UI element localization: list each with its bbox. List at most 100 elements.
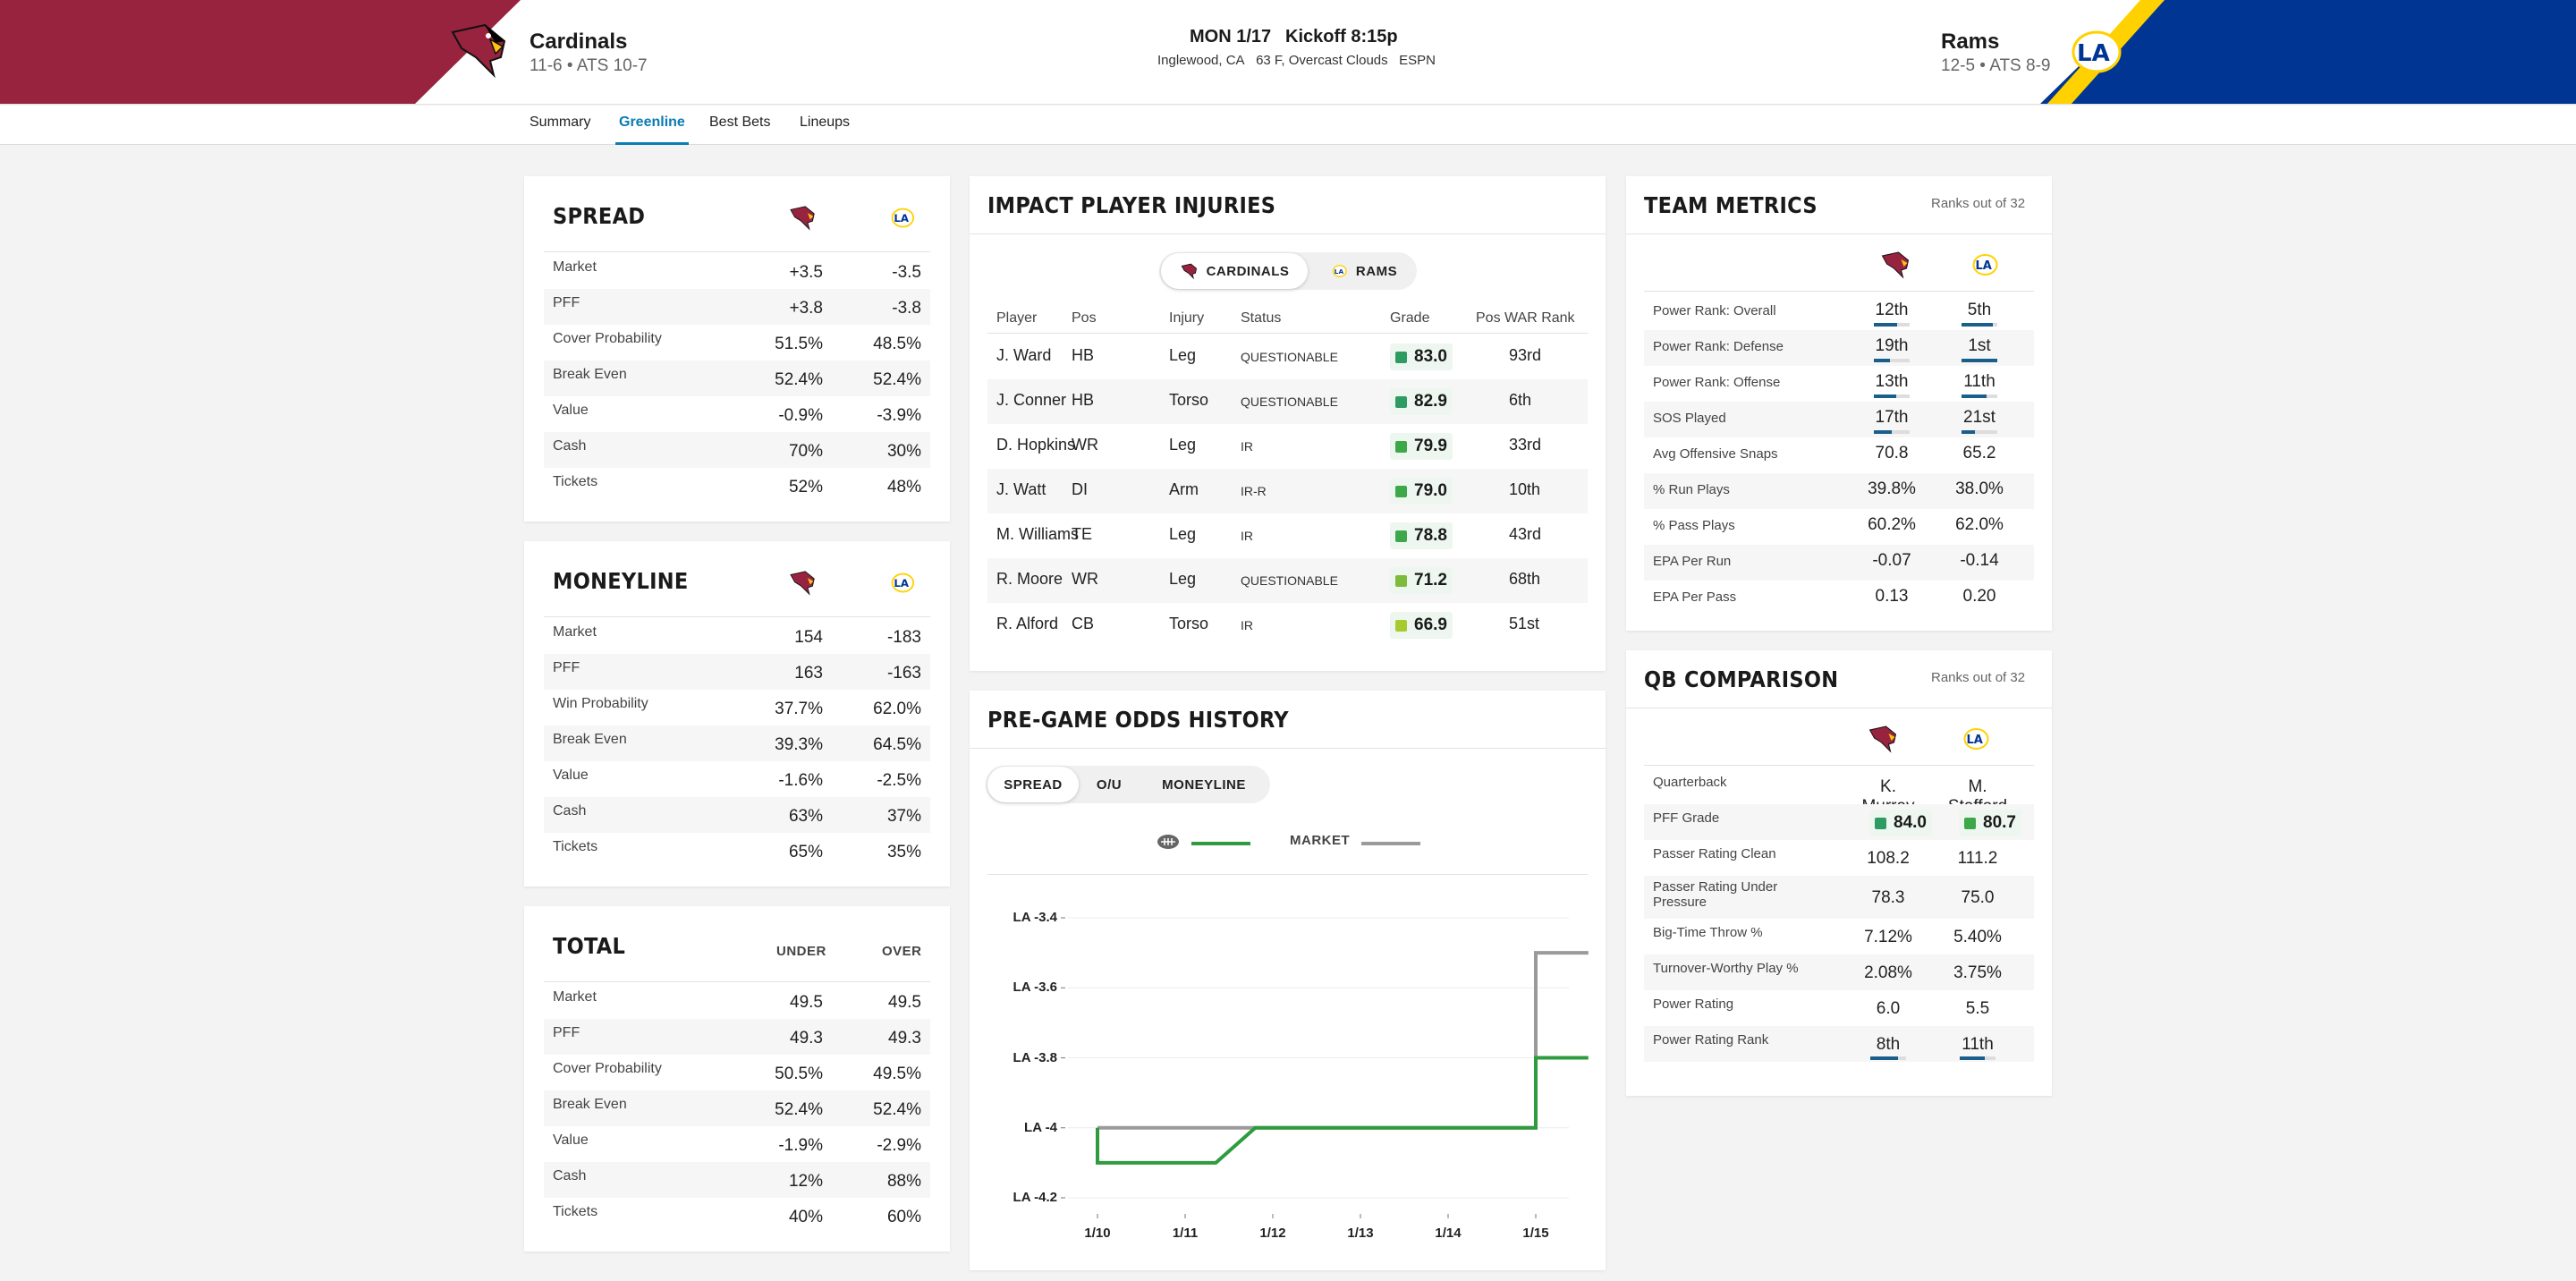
metric-home-value: 38.0%	[1955, 479, 2004, 498]
total-away-value: 49.3	[790, 1029, 823, 1048]
moneyline-row: Tickets 65% 35%	[544, 833, 930, 869]
game-header: Cardinals 11-6 • ATS 10-7 MON 1/17 Kicko…	[0, 0, 2576, 105]
divider	[1644, 765, 2034, 766]
spread-card: SPREAD LA Market +3.5 -3.5 PFF +3.8 -3.8 Cover P…	[524, 176, 950, 522]
grade-swatch	[1964, 817, 1976, 829]
metric-row: EPA Per Run -0.07 -0.14	[1644, 545, 2034, 581]
injury-pos: WR	[1072, 436, 1098, 454]
injury-status: QUESTIONABLE	[1241, 394, 1338, 409]
cardinals-logo-icon	[1868, 725, 1897, 753]
injury-row: R. Moore WR Leg QUESTIONABLE 71.2 68th	[987, 558, 1588, 603]
injury-row: J. Watt DI Arm IR-R 79.0 10th	[987, 469, 1588, 513]
toggle-rams[interactable]: LA RAMS	[1311, 253, 1415, 289]
moneyline-row: Cash 63% 37%	[544, 797, 930, 833]
injury-col-header: Player	[996, 310, 1038, 326]
tab-greenline[interactable]: Greenline	[615, 115, 689, 145]
moneyline-row-label: Value	[553, 768, 589, 783]
injury-pos: CB	[1072, 615, 1095, 632]
cardinals-logo-icon	[451, 23, 506, 79]
total-row-label: Cover Probability	[553, 1061, 662, 1076]
svg-text:LA: LA	[1976, 259, 1992, 273]
injury-player: J. Ward	[996, 346, 1052, 364]
away-team-name: Cardinals	[530, 30, 628, 54]
moneyline-title: MONEYLINE	[553, 568, 689, 594]
qb-row: PFF Grade 84.0 80.7	[1644, 804, 2034, 840]
divider	[1644, 291, 2034, 292]
x-tick-label: 1/10	[1084, 1226, 1111, 1241]
spread-away-value: +3.8	[789, 299, 823, 318]
injury-row: M. Williams TE Leg IR 78.8 43rd	[987, 513, 1588, 558]
total-row-label: Cash	[553, 1168, 587, 1183]
injury-type: Leg	[1169, 346, 1197, 364]
moneyline-away-value: 63%	[788, 807, 823, 826]
injury-row: J. Conner HB Torso QUESTIONABLE 82.9 6th	[987, 379, 1588, 424]
total-away-value: 12%	[788, 1172, 823, 1191]
moneyline-home-value: 62.0%	[873, 700, 921, 718]
total-away-value: 49.5	[790, 993, 823, 1012]
pff-series-line	[1096, 1056, 1589, 1165]
total-row: Cover Probability 50.5% 49.5%	[544, 1055, 930, 1090]
rams-logo-icon: LA	[2072, 30, 2122, 73]
x-tick-label: 1/15	[1522, 1226, 1549, 1241]
injury-grade-value: 79.0	[1414, 481, 1447, 500]
rams-logo-icon: LA	[1332, 265, 1347, 277]
injury-grade-value: 79.9	[1414, 437, 1447, 455]
kickoff-time: Kickoff 8:15p	[1285, 27, 1398, 47]
spread-away-value: -0.9%	[778, 406, 823, 425]
total-home-value: 88%	[886, 1172, 921, 1191]
toggle-cardinals[interactable]: CARDINALS	[1161, 253, 1308, 289]
moneyline-away-value: 39.3%	[775, 735, 823, 754]
injury-col-header: Grade	[1390, 310, 1430, 326]
game-location: Inglewood, CA	[1157, 53, 1245, 68]
moneyline-away-value: 154	[794, 628, 823, 647]
total-away-value: 50.5%	[775, 1065, 823, 1083]
divider	[544, 251, 930, 252]
injuries-card: IMPACT PLAYER INJURIES CARDINALS LA RAMS…	[970, 176, 1606, 671]
metric-away-value: 12th	[1875, 301, 1909, 319]
moneyline-row-label: Market	[553, 624, 597, 640]
svg-text:LA: LA	[1967, 734, 1983, 747]
x-tick-label: 1/12	[1259, 1226, 1286, 1241]
injury-col-header: Injury	[1169, 310, 1205, 326]
total-row: Value -1.9% -2.9%	[544, 1126, 930, 1162]
qb-label: Quarterback	[1653, 775, 1727, 790]
moneyline-row-label: Cash	[553, 803, 587, 819]
metric-home-value: 65.2	[1962, 444, 1996, 462]
metric-label: Power Rank: Defense	[1653, 339, 1784, 354]
cardinals-banner	[0, 0, 521, 104]
svg-text:LA: LA	[894, 577, 909, 590]
qb-home-value: 5.40%	[1953, 928, 2002, 946]
tab-best-bets[interactable]: Best Bets	[709, 115, 771, 130]
injury-type: Torso	[1169, 615, 1209, 632]
injury-grade: 83.0	[1390, 344, 1453, 370]
spread-row-label: Market	[553, 259, 597, 275]
injury-player: J. Conner	[996, 391, 1067, 409]
spread-row-label: PFF	[553, 295, 580, 310]
spread-row-label: Value	[553, 403, 589, 418]
injury-grade-value: 83.0	[1414, 347, 1447, 366]
injury-grade-value: 78.8	[1414, 526, 1447, 545]
grade-swatch	[1395, 574, 1407, 587]
x-tick-label: 1/13	[1347, 1226, 1374, 1241]
total-row: Tickets 40% 60%	[544, 1198, 930, 1234]
svg-text:LA: LA	[2077, 40, 2110, 67]
spread-home-value: -3.9%	[877, 406, 921, 425]
toggle-spread[interactable]: SPREAD	[987, 767, 1079, 802]
tab-lineups[interactable]: Lineups	[800, 115, 851, 130]
injury-pos: TE	[1072, 525, 1093, 543]
toggle-ou[interactable]: O/U	[1096, 776, 1123, 793]
qb-label: Power Rating	[1653, 997, 1734, 1012]
injury-col-header: Pos	[1072, 310, 1097, 326]
injury-type: Arm	[1169, 480, 1199, 498]
game-weather: 63 F, Overcast Clouds	[1256, 53, 1388, 68]
spread-home-value: 48%	[886, 478, 921, 496]
toggle-moneyline[interactable]: MONEYLINE	[1162, 776, 1246, 793]
total-home-value: 49.5%	[873, 1065, 921, 1083]
metric-away-rank-bar	[1874, 394, 1910, 398]
spread-row: Break Even 52.4% 52.4%	[544, 361, 930, 396]
tab-summary[interactable]: Summary	[530, 115, 591, 130]
market-series-line	[1097, 951, 1589, 1130]
injury-grade-value: 71.2	[1414, 571, 1447, 590]
injury-row: R. Alford CB Torso IR 66.9 51st	[987, 603, 1588, 648]
total-away-value: 52.4%	[775, 1100, 823, 1119]
